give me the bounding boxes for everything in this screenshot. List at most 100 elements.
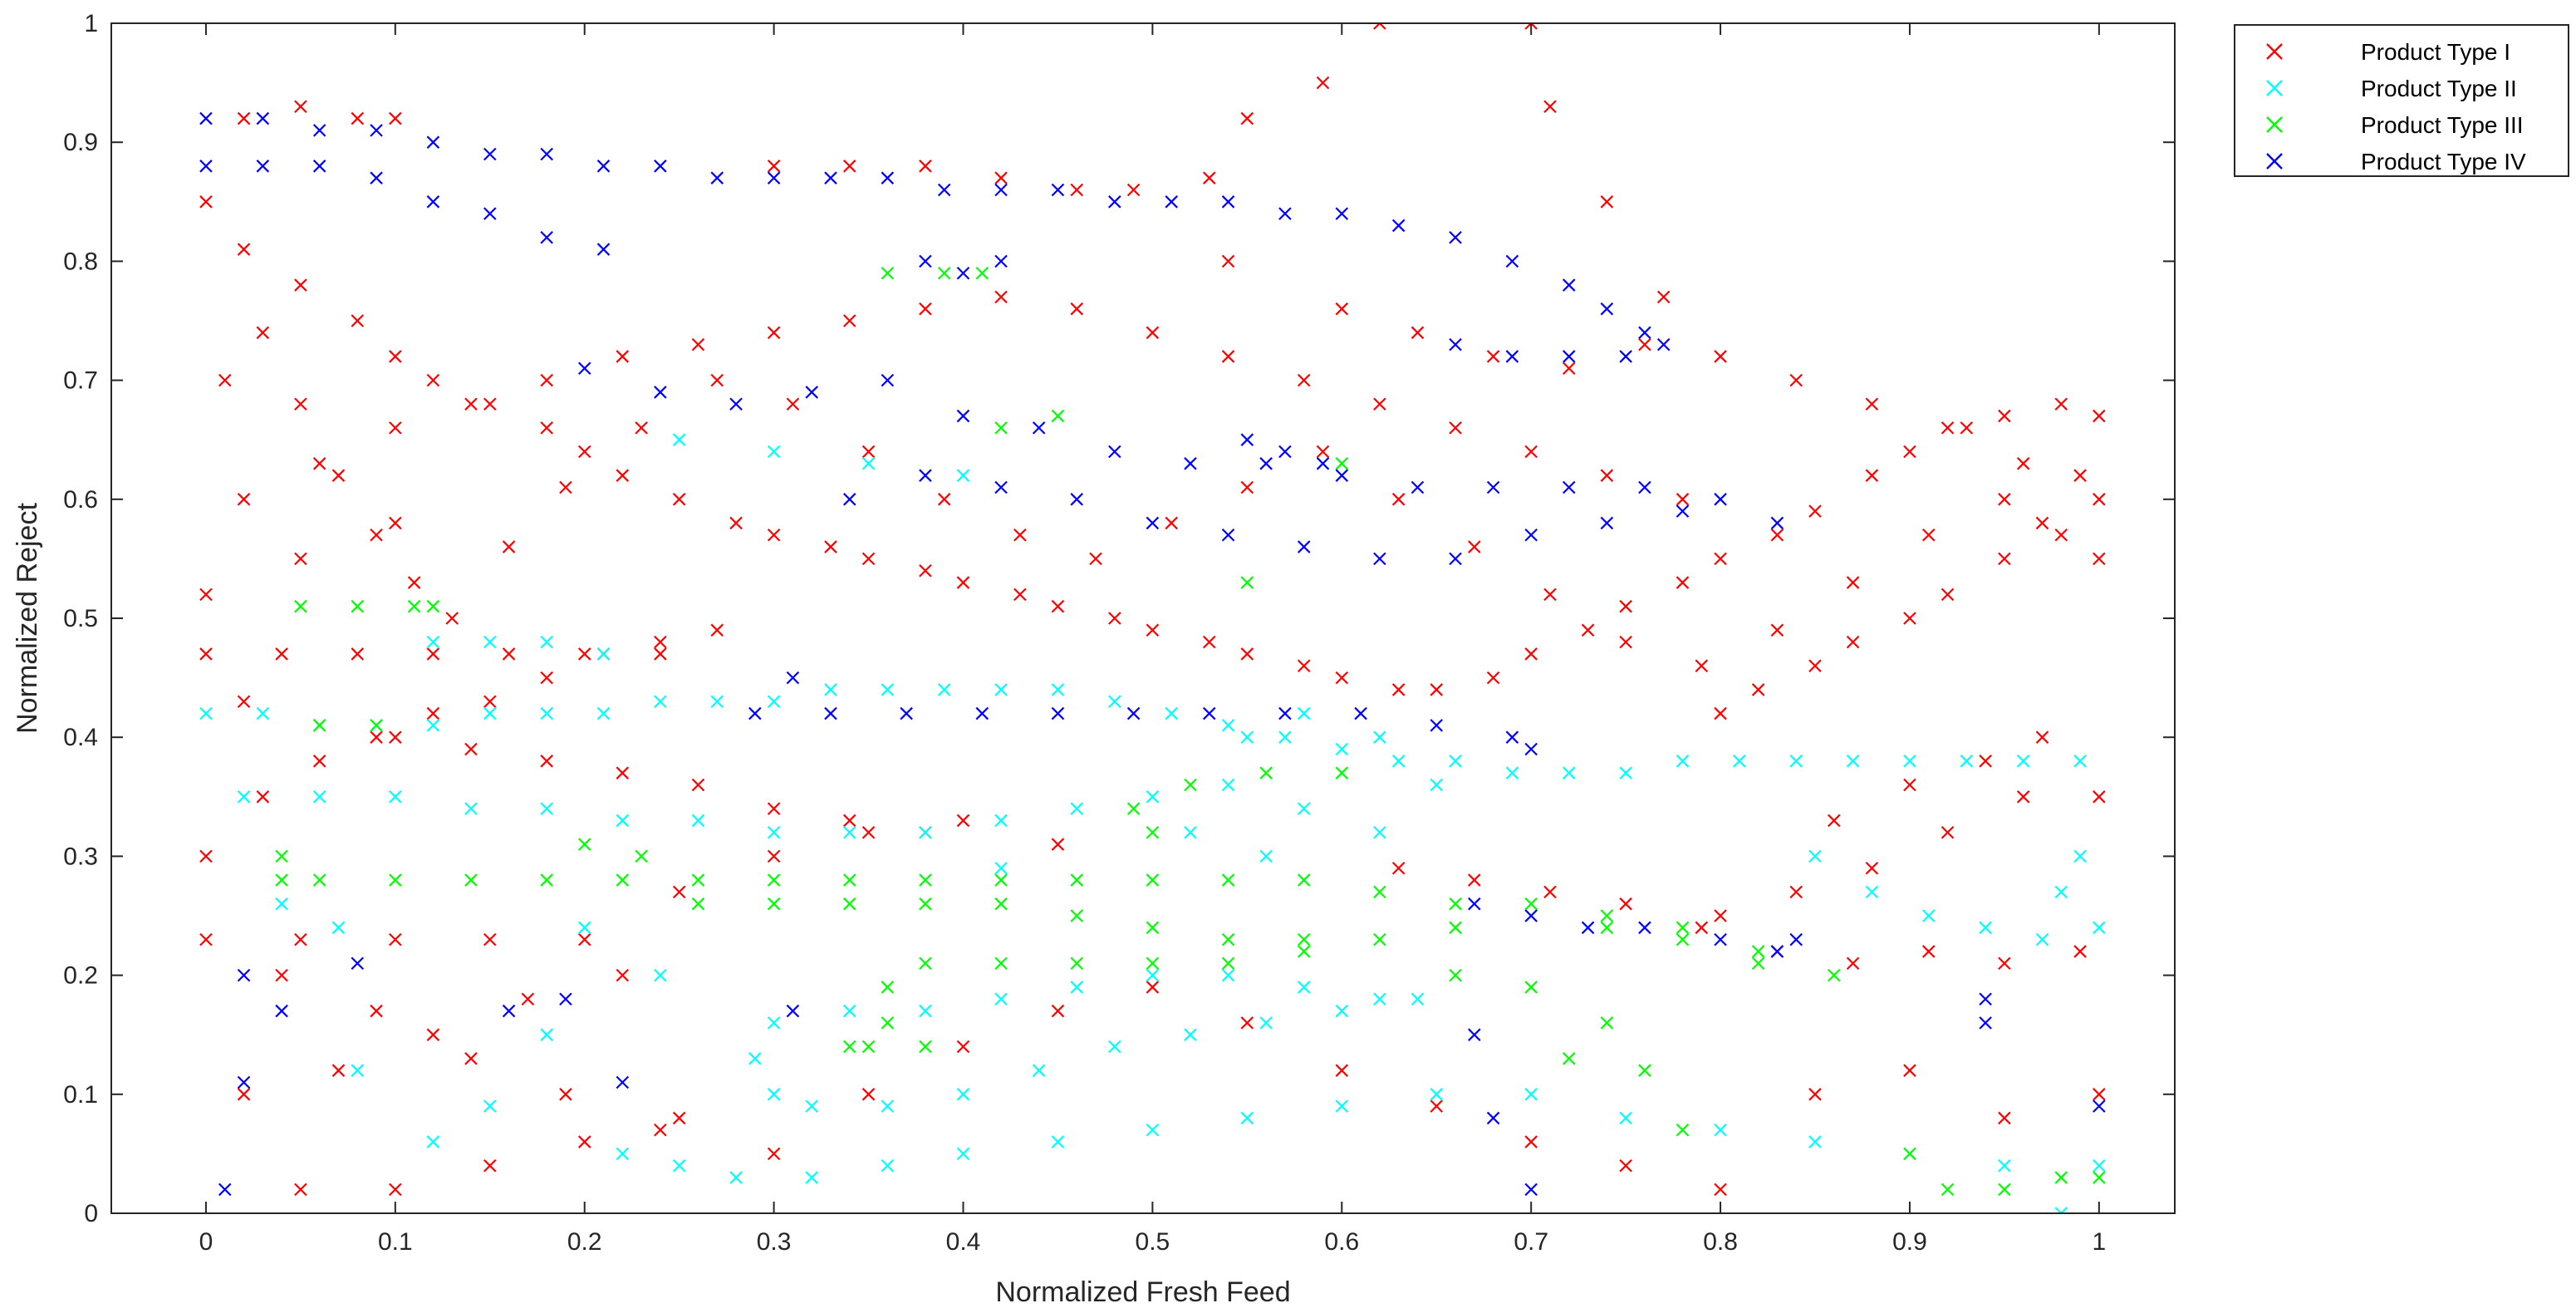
data-point xyxy=(1903,612,1916,625)
data-point xyxy=(1600,516,1614,530)
data-point xyxy=(483,706,497,720)
data-point xyxy=(919,897,932,911)
data-point xyxy=(1505,766,1519,779)
y-tick-label: 0.3 xyxy=(63,843,98,870)
data-point xyxy=(861,825,876,839)
data-point xyxy=(1146,790,1160,804)
data-point xyxy=(1051,1004,1065,1018)
data-point xyxy=(767,695,781,709)
x-tick-label: 0.6 xyxy=(1324,1228,1359,1256)
data-point xyxy=(1146,921,1160,935)
data-point xyxy=(1581,623,1595,637)
data-point xyxy=(1846,755,1860,768)
data-point xyxy=(2073,755,2087,768)
data-point xyxy=(1600,469,1614,482)
data-point xyxy=(1449,552,1462,566)
data-point xyxy=(767,897,781,911)
data-point xyxy=(1278,207,1292,220)
data-point xyxy=(1165,706,1178,720)
data-point xyxy=(1468,873,1481,887)
data-point xyxy=(464,742,478,756)
data-point xyxy=(1524,1183,1538,1197)
data-point xyxy=(1524,1135,1538,1148)
data-point xyxy=(767,849,781,863)
data-point xyxy=(1562,480,1576,494)
y-axis-label: Normalized Reject xyxy=(12,503,43,734)
data-point xyxy=(1979,921,1992,935)
data-point xyxy=(426,373,440,387)
data-point xyxy=(767,528,781,542)
data-point xyxy=(1278,730,1292,744)
data-point xyxy=(1373,397,1386,411)
data-point xyxy=(1979,1016,1992,1030)
data-point xyxy=(1051,599,1065,613)
data-point xyxy=(1411,480,1425,494)
data-point xyxy=(1600,195,1614,209)
y-tick-label: 0.8 xyxy=(63,248,98,275)
data-point xyxy=(1126,706,1141,720)
data-point xyxy=(275,1004,288,1018)
data-point xyxy=(654,160,667,173)
data-point xyxy=(1808,504,1822,518)
data-point xyxy=(710,373,724,387)
data-point xyxy=(1789,373,1803,387)
data-point xyxy=(1960,755,1974,768)
data-point xyxy=(748,706,762,720)
data-point xyxy=(1695,659,1709,673)
data-point xyxy=(1505,350,1519,363)
data-point xyxy=(389,1183,402,1197)
data-point xyxy=(861,457,876,470)
data-point xyxy=(1960,421,1974,435)
legend-label: Product Type IV xyxy=(2361,149,2526,175)
data-point xyxy=(275,968,288,982)
data-point xyxy=(1770,528,1784,542)
x-tick-label: 0.2 xyxy=(567,1228,602,1256)
legend-box xyxy=(2234,24,2569,177)
data-point xyxy=(1941,588,1955,602)
data-point xyxy=(729,516,743,530)
data-point xyxy=(881,683,895,696)
data-point xyxy=(464,1052,478,1065)
data-point xyxy=(483,932,497,947)
data-point xyxy=(1259,766,1273,779)
data-point xyxy=(786,1004,800,1018)
data-point xyxy=(426,635,440,649)
data-point xyxy=(1070,956,1084,971)
data-point xyxy=(881,266,895,280)
data-point xyxy=(919,469,932,482)
data-point xyxy=(1354,706,1367,720)
data-point xyxy=(1998,409,2011,423)
data-point xyxy=(1524,1088,1538,1101)
data-point xyxy=(1221,254,1235,268)
data-point xyxy=(1126,183,1141,197)
data-point xyxy=(1846,635,1860,649)
data-point xyxy=(1221,528,1235,542)
x-tick-label: 0.5 xyxy=(1136,1228,1170,1256)
data-point xyxy=(596,706,611,720)
data-point xyxy=(1505,730,1519,744)
data-point xyxy=(937,683,951,696)
y-tick-label: 0.9 xyxy=(63,129,98,156)
data-point xyxy=(842,1004,856,1018)
data-point xyxy=(767,160,781,173)
data-point xyxy=(1789,755,1803,768)
data-point xyxy=(1486,671,1500,685)
data-point xyxy=(577,361,591,376)
data-point xyxy=(540,755,553,768)
data-point xyxy=(881,1099,895,1113)
data-point xyxy=(1297,540,1311,553)
data-point xyxy=(596,243,611,256)
data-point xyxy=(842,160,856,173)
x-tick-label: 0.9 xyxy=(1892,1228,1927,1256)
data-point xyxy=(2054,1171,2068,1184)
data-point xyxy=(426,647,440,661)
data-point xyxy=(1089,552,1102,566)
data-point xyxy=(1998,552,2011,566)
data-point xyxy=(1600,909,1614,922)
data-point xyxy=(767,445,781,459)
data-point xyxy=(1808,1088,1822,1101)
data-point xyxy=(1051,183,1065,197)
data-point xyxy=(1240,647,1254,661)
data-point xyxy=(1335,742,1349,756)
data-point xyxy=(1808,1135,1822,1148)
